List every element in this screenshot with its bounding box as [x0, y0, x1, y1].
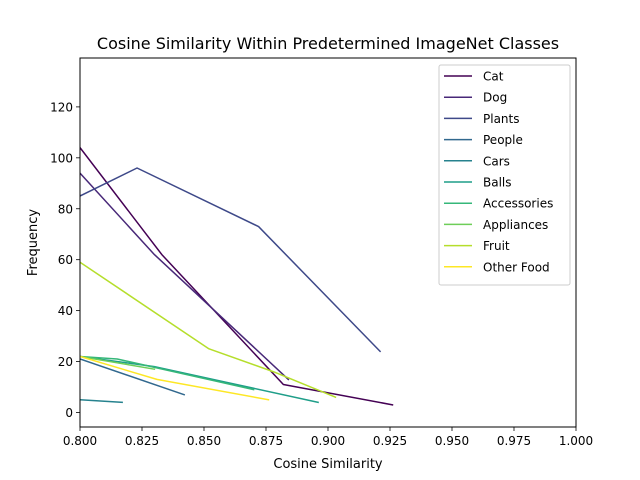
y-tick-label: 120: [50, 100, 73, 114]
legend-label: Accessories: [483, 197, 553, 211]
chart-title: Cosine Similarity Within Predetermined I…: [97, 34, 559, 53]
x-tick-label: 0.925: [373, 434, 407, 448]
y-axis-label: Frequency: [26, 209, 41, 276]
y-tick-label: 20: [58, 355, 73, 369]
legend-label: Fruit: [483, 239, 510, 253]
legend-label: Dog: [483, 91, 507, 105]
x-tick-label: 0.825: [125, 434, 159, 448]
y-tick-label: 60: [58, 253, 73, 267]
x-tick-label: 0.800: [63, 434, 97, 448]
x-tick-label: 0.875: [249, 434, 283, 448]
y-tick-label: 80: [58, 202, 73, 216]
legend-label: People: [483, 133, 523, 147]
legend: Cat Dog Plants People Cars Balls Accessories Ap…: [438, 64, 571, 286]
legend-label: Plants: [483, 112, 520, 126]
y-axis: 0 20 40 60 80 100 120: [50, 100, 80, 420]
x-axis-label: Cosine Similarity: [273, 457, 383, 472]
series-layer: [80, 146, 394, 406]
legend-label: Balls: [483, 176, 512, 190]
series-line-cat: [80, 146, 394, 406]
series-line-appliances: [80, 355, 156, 371]
x-tick-label: 0.850: [187, 434, 221, 448]
y-tick-label: 40: [58, 304, 73, 318]
legend-label: Appliances: [483, 218, 548, 232]
series-line-plants: [80, 167, 382, 353]
y-tick-label: 100: [50, 151, 73, 165]
legend-box: [438, 64, 571, 286]
series-line-other-food: [80, 355, 270, 401]
legend-label: Cat: [483, 70, 504, 84]
series-line-dog: [80, 172, 290, 381]
series-line-fruit: [80, 261, 337, 399]
y-tick-label: 0: [65, 406, 73, 420]
series-line-cars: [80, 398, 123, 404]
series-line-accessories: [80, 355, 255, 391]
x-tick-label: 0.950: [435, 434, 469, 448]
x-tick-label: 0.900: [311, 434, 345, 448]
legend-label: Other Food: [483, 260, 550, 274]
x-axis: 0.800 0.825 0.850 0.875 0.900 0.925 0.950 0.975…: [63, 427, 593, 448]
series-line-balls: [80, 355, 319, 404]
x-tick-label: 1.000: [559, 434, 593, 448]
series-line-people: [80, 358, 186, 396]
legend-label: Cars: [483, 154, 510, 168]
x-tick-label: 0.975: [497, 434, 531, 448]
